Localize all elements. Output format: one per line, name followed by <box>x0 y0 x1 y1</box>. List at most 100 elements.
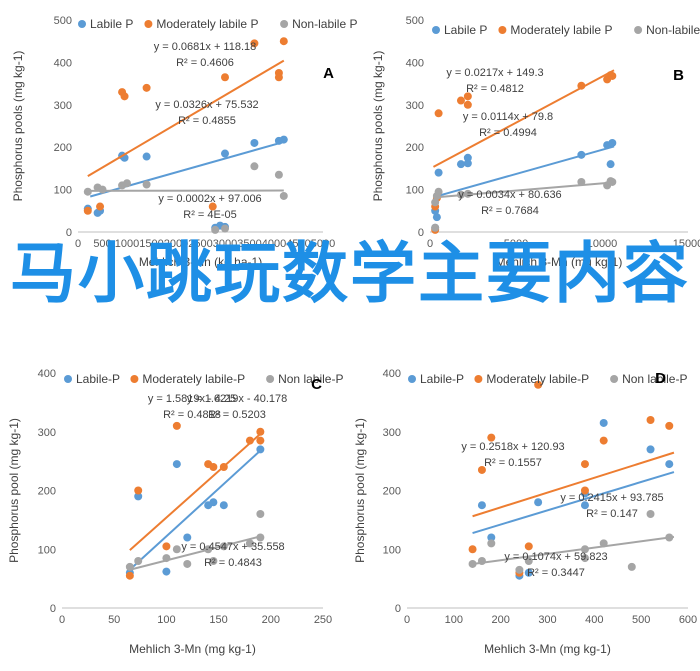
equation-label: y = 0.0002x + 97.006 <box>158 193 261 205</box>
y-tick-label: 500 <box>406 15 424 27</box>
y-axis-label: Phosphorus pool (mg kg-1) <box>353 418 367 563</box>
data-point <box>250 138 259 147</box>
data-point <box>599 418 608 427</box>
y-tick-label: 100 <box>383 544 401 556</box>
legend-marker <box>64 375 72 383</box>
x-tick-label: 2500 <box>188 238 212 250</box>
data-point <box>463 153 472 162</box>
data-point <box>162 567 171 576</box>
legend-marker <box>144 20 153 28</box>
legend-label: Moderately labile-P <box>142 372 245 386</box>
r2-label: R² = 0.4855 <box>178 115 236 127</box>
x-tick-label: 600 <box>679 614 697 626</box>
r2-label: R² = 0.4606 <box>176 57 234 69</box>
y-tick-label: 0 <box>66 227 72 239</box>
equation-label: y = 0.2518x + 120.93 <box>461 441 564 453</box>
data-point <box>665 533 674 542</box>
data-point <box>219 542 228 551</box>
data-point <box>580 501 589 510</box>
legend-label: Non labile-P <box>278 372 343 386</box>
data-point <box>434 187 443 196</box>
data-point <box>256 510 265 518</box>
x-tick-label: 400 <box>585 614 603 626</box>
x-tick-label: 0 <box>427 238 433 250</box>
y-tick-label: 300 <box>54 100 72 112</box>
data-point <box>209 557 218 565</box>
panel-label: D <box>655 370 666 387</box>
x-tick-label: 0 <box>59 614 65 626</box>
y-tick-label: 100 <box>38 544 56 556</box>
data-point <box>83 206 92 215</box>
r2-label: R² = 0.4812 <box>466 83 524 95</box>
data-point <box>125 571 134 580</box>
legend-label: Non labile-P <box>622 372 687 386</box>
data-point <box>98 185 107 194</box>
data-point <box>456 160 465 169</box>
y-tick-label: 0 <box>50 603 56 615</box>
x-tick-label: 4000 <box>262 238 286 250</box>
data-point <box>250 162 259 171</box>
y-tick-label: 100 <box>406 185 424 197</box>
equation-label: y = 1.6219x - 40.178 <box>187 393 288 405</box>
data-point <box>434 109 443 118</box>
x-tick-label: 1500 <box>139 238 163 250</box>
data-point <box>477 557 486 565</box>
legend-marker <box>130 375 139 383</box>
panel-label: A <box>323 65 334 82</box>
legend-label: Moderately labile P <box>156 17 258 31</box>
data-point <box>219 501 228 510</box>
x-axis-label: Mehlich 3-Mn (mg kg-1) <box>484 642 611 656</box>
data-point <box>524 557 533 565</box>
data-point <box>96 202 105 211</box>
x-tick-label: 10000 <box>587 238 618 250</box>
legend-marker <box>498 26 507 34</box>
data-point <box>599 436 608 445</box>
data-point <box>142 83 151 92</box>
trendline <box>87 59 285 177</box>
data-point <box>221 149 229 158</box>
data-point <box>515 565 524 574</box>
data-point <box>646 510 655 518</box>
data-point <box>279 37 288 46</box>
data-point <box>219 463 228 471</box>
data-point <box>577 81 586 90</box>
x-tick-label: 500 <box>93 238 111 250</box>
y-tick-label: 400 <box>406 57 424 69</box>
x-tick-label: 0 <box>404 614 410 626</box>
data-point <box>172 421 181 430</box>
trendline <box>129 449 262 571</box>
data-point <box>477 465 486 474</box>
data-point <box>599 539 608 548</box>
data-point <box>456 96 465 105</box>
data-point <box>468 545 477 554</box>
data-point <box>123 179 131 188</box>
data-point <box>608 71 617 80</box>
x-tick-label: 2000 <box>164 238 188 250</box>
legend-label: Moderately labile P <box>510 23 612 37</box>
y-tick-label: 400 <box>383 368 401 380</box>
chart-c: 0 100 200 300 400 0 50 100 150 200 250 Mehlich 3-Mn… <box>7 368 343 656</box>
legend-marker <box>280 20 289 28</box>
data-point <box>580 486 589 495</box>
chart-b: 0100200300400500050001000015000Mehlich 3… <box>371 15 700 269</box>
data-point <box>463 92 472 101</box>
x-axis-label: Mehlich 3-Mn (mg kg-1) <box>129 642 256 656</box>
y-tick-label: 0 <box>418 227 424 239</box>
data-point <box>431 198 440 207</box>
data-point <box>577 177 586 186</box>
legend-label: Non-labile P <box>292 17 357 31</box>
data-point <box>606 160 615 169</box>
data-point <box>463 100 472 109</box>
data-point <box>477 501 486 510</box>
data-point <box>580 545 589 554</box>
data-point <box>487 533 496 542</box>
r2-label: R² = 4E-05 <box>183 209 237 221</box>
data-point <box>208 202 217 211</box>
data-point <box>245 539 254 548</box>
r2-label: R² = 0.147 <box>586 508 638 520</box>
data-point <box>279 135 288 144</box>
r2-label: R² = 0.3447 <box>527 567 585 579</box>
trendline <box>129 433 262 551</box>
data-point <box>534 498 543 507</box>
watermark-text: 马小跳玩数学主要内容 <box>10 235 690 312</box>
